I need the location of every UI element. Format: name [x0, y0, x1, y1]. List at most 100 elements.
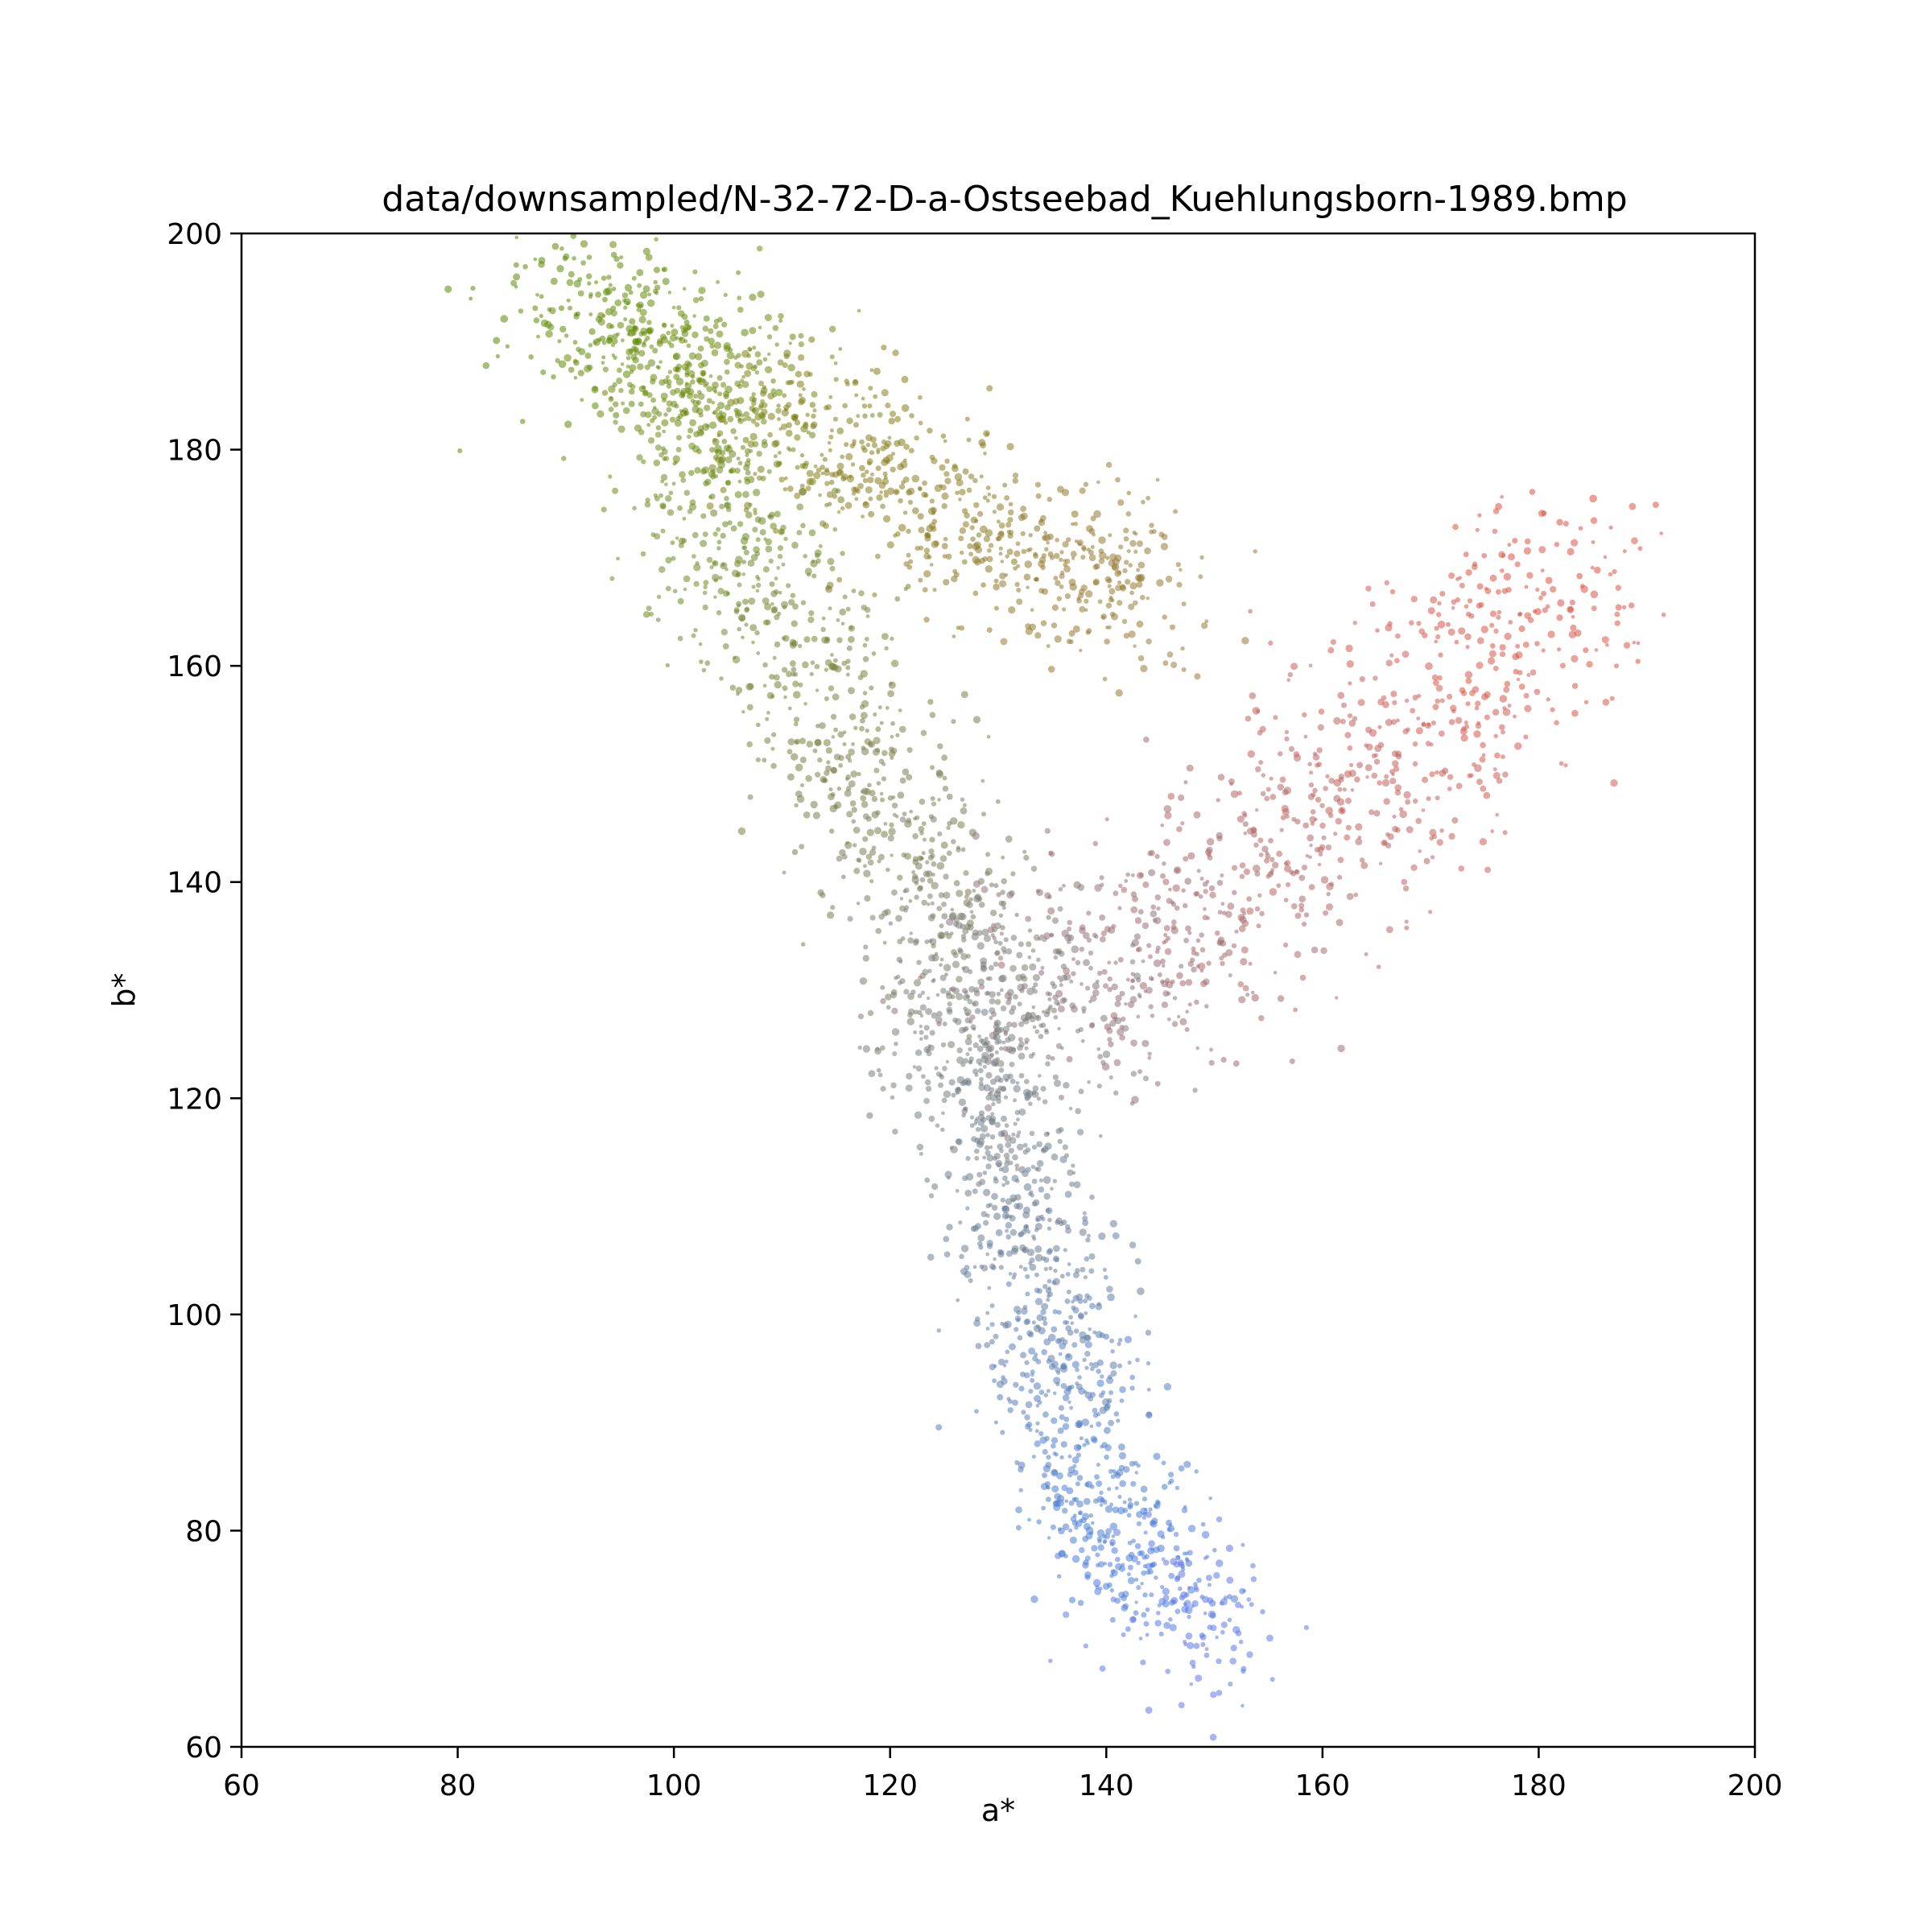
- scatter-point: [550, 277, 558, 285]
- scatter-point: [724, 480, 732, 486]
- scatter-point: [1093, 510, 1101, 518]
- scatter-point: [985, 991, 989, 997]
- scatter-point: [1053, 1500, 1061, 1508]
- scatter-point: [1365, 585, 1372, 592]
- scatter-point: [1044, 547, 1049, 552]
- scatter-point: [1246, 1651, 1253, 1658]
- scatter-point: [1220, 873, 1224, 877]
- scatter-point: [1392, 760, 1399, 767]
- scatter-point: [570, 233, 576, 239]
- scatter-point: [1455, 716, 1463, 724]
- scatter-point: [1494, 752, 1501, 759]
- scatter-point: [1503, 686, 1510, 693]
- scatter-point: [1320, 947, 1327, 955]
- scatter-point: [1059, 1455, 1064, 1460]
- scatter-point: [786, 583, 791, 588]
- scatter-point: [674, 419, 682, 427]
- scatter-point: [597, 318, 605, 326]
- scatter-point: [1632, 641, 1637, 645]
- scatter-point: [964, 1189, 972, 1197]
- scatter-point: [1038, 560, 1045, 568]
- scatter-point: [867, 403, 873, 409]
- scatter-point: [1044, 1142, 1052, 1150]
- scatter-point: [778, 451, 782, 455]
- scatter-point: [578, 348, 586, 356]
- scatter-point: [941, 492, 949, 500]
- scatter-point: [726, 351, 735, 360]
- scatter-point: [1615, 584, 1622, 591]
- scatter-point: [754, 370, 759, 375]
- scatter-point: [868, 496, 873, 502]
- scatter-point: [1028, 1101, 1033, 1106]
- scatter-point: [825, 658, 832, 667]
- scatter-point: [1496, 778, 1503, 784]
- scatter-point: [1106, 577, 1113, 584]
- scatter-point: [907, 937, 914, 944]
- scatter-point: [1009, 1009, 1015, 1015]
- scatter-point: [1269, 1677, 1275, 1682]
- scatter-point: [799, 844, 805, 850]
- scatter-point: [1058, 1405, 1064, 1411]
- scatter-point: [943, 964, 952, 972]
- scatter-point: [1122, 1603, 1129, 1610]
- scatter-point: [1134, 1471, 1139, 1475]
- scatter-point: [832, 471, 840, 478]
- scatter-point: [898, 484, 906, 490]
- scatter-point: [989, 1087, 995, 1093]
- scatter-point: [1187, 852, 1195, 860]
- scatter-point: [911, 870, 915, 874]
- scatter-point: [1184, 1606, 1193, 1614]
- scatter-point: [1161, 1001, 1168, 1009]
- scatter-point: [704, 336, 710, 342]
- scatter-point: [1170, 662, 1178, 668]
- scatter-point: [1499, 651, 1506, 658]
- scatter-point: [1390, 691, 1397, 697]
- scatter-point: [1001, 877, 1007, 885]
- scatter-point: [923, 1025, 930, 1031]
- scatter-point: [767, 352, 771, 357]
- scatter-point: [1194, 673, 1201, 680]
- scatter-point: [863, 944, 869, 950]
- scatter-point: [1022, 1149, 1029, 1155]
- scatter-point: [890, 720, 895, 726]
- scatter-point: [1452, 523, 1459, 530]
- scatter-point: [825, 404, 832, 411]
- scatter-point: [658, 379, 666, 386]
- scatter-point: [1439, 698, 1445, 704]
- scatter-point: [878, 758, 885, 765]
- scatter-point: [1063, 967, 1070, 975]
- scatter-point: [964, 1265, 970, 1271]
- scatter-point: [654, 533, 661, 540]
- scatter-point: [1062, 883, 1066, 888]
- scatter-point: [510, 279, 517, 287]
- scatter-point: [1472, 762, 1476, 767]
- scatter-point: [667, 509, 675, 516]
- scatter-point: [762, 357, 768, 362]
- scatter-point: [646, 392, 653, 398]
- scatter-point: [741, 375, 745, 379]
- scatter-point: [931, 510, 936, 515]
- scatter-point: [1189, 1659, 1196, 1666]
- scatter-point: [853, 867, 861, 874]
- scatter-point: [881, 633, 889, 640]
- scatter-point: [1309, 843, 1313, 848]
- scatter-point: [883, 493, 890, 498]
- scatter-point: [1502, 708, 1511, 716]
- scatter-point: [811, 390, 818, 398]
- scatter-point: [1003, 1152, 1010, 1159]
- scatter-point: [832, 416, 838, 422]
- scatter-point: [787, 706, 792, 711]
- scatter-point: [913, 816, 917, 821]
- scatter-point: [617, 321, 625, 329]
- scatter-point: [864, 469, 869, 474]
- scatter-point: [985, 1071, 993, 1079]
- scatter-point: [1389, 588, 1396, 595]
- scatter-point: [916, 1143, 924, 1151]
- scatter-point: [1373, 810, 1381, 817]
- scatter-point: [772, 324, 779, 332]
- scatter-point: [1163, 925, 1170, 931]
- scatter-point: [782, 685, 788, 691]
- scatter-point: [950, 986, 956, 993]
- scatter-point: [653, 459, 661, 467]
- scatter-point: [1121, 886, 1128, 894]
